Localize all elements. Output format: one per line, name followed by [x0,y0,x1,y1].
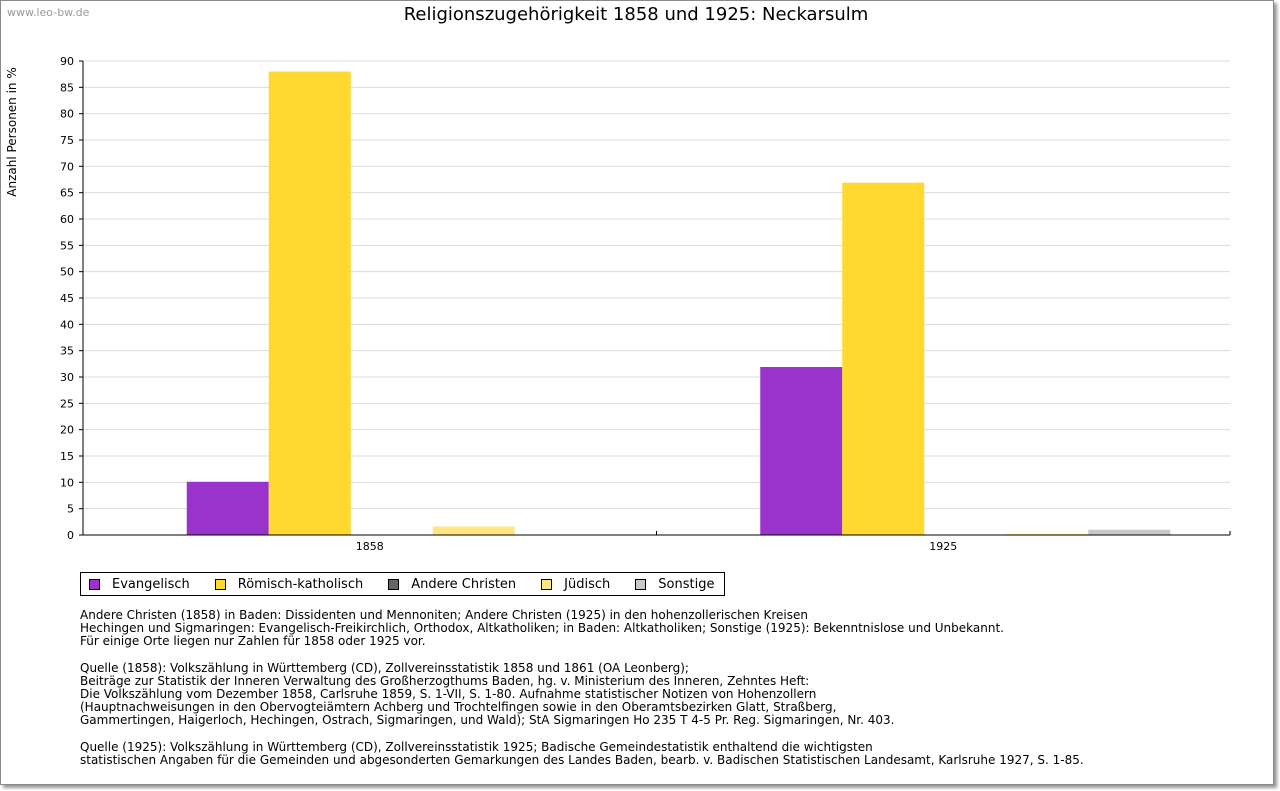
legend-item: Sonstige [635,577,714,592]
legend-swatch [214,578,226,590]
y-tick-label: 70 [60,160,74,173]
footnotes: Andere Christen (1858) in Baden: Disside… [80,608,1084,767]
footnote-line: Quelle (1925): Volkszählung in Württembe… [80,739,873,754]
legend-item: Römisch-katholisch [214,576,364,592]
footnote-line: Hechingen und Sigmaringen: Evangelisch-F… [80,621,1004,636]
footnote-line: Für einige Orte liegen nur Zahlen für 18… [80,634,426,649]
footnote-line: Gammertingen, Haigerloch, Hechingen, Ost… [80,713,895,728]
y-tick-label: 85 [60,81,74,94]
bar-1858-evangelisch [186,481,269,535]
y-tick-label: 90 [60,55,74,68]
footnote-line: Quelle (1858): Volkszählung in Württembe… [80,660,689,675]
y-tick-label: 30 [60,371,74,384]
footnote-line: Andere Christen (1858) in Baden: Disside… [80,608,808,622]
y-tick-label: 80 [60,108,74,121]
bar-chart: 0 5 10 15 20 25 30 35 40 45 50 55 60 65 70 75 80 85 90 185… [5,55,1231,553]
legend-swatch [541,578,553,590]
legend-swatch [89,578,100,590]
legend: Evangelisch Römisch-katholisch Andere Chri… [80,572,726,596]
y-tick-labels: 0 5 10 15 20 25 30 35 40 45 50 55 60 65 70 75 80 85 90 [60,55,74,542]
y-tick-label: 50 [60,266,74,279]
y-tick-label: 5 [67,503,74,516]
footnote-line: (Hauptnachweisungen in den Obervogteiämt… [80,700,837,715]
axes [82,61,1231,536]
y-tick-label: 20 [60,424,74,437]
legend-label: Römisch-katholisch [237,576,364,592]
y-axis-label: Anzahl Personen in % [5,67,19,197]
y-tick-label: 60 [60,213,74,226]
legend-label: Jüdisch [564,576,611,592]
bar-1925-sonstige [1088,529,1171,535]
footnote-line: Die Volkszählung vom Dezember 1858, Carl… [80,687,817,702]
bar-1925-j-disch [1006,533,1089,535]
chart-title: Religionszugehörigkeit 1858 und 1925: Ne… [403,4,869,25]
legend-item: Evangelisch [89,577,190,592]
y-tick-label: 75 [60,134,74,147]
paragraph-gap [80,649,1084,662]
legend-label: Andere Christen [411,576,517,592]
legend-item: Andere Christen [388,577,516,592]
x-tick-label: 1858 [356,540,384,553]
legend-swatch [388,578,400,590]
bars [186,71,1171,536]
x-tick-labels: 1858 1925 [356,540,958,553]
footnote-line: Beiträge zur Statistik der Inneren Verwa… [80,673,810,688]
bar-1925-r-misch-katholisch [842,182,925,535]
y-tick-label: 55 [60,239,74,252]
y-tick-label: 40 [60,318,74,331]
legend-label: Sonstige [658,576,715,592]
y-tick-label: 35 [60,345,74,358]
y-tick-label: 65 [60,187,74,200]
y-tick-label: 45 [60,292,74,305]
bar-1858-j-disch [432,526,515,535]
gridlines [79,60,1230,536]
x-tick-label: 1925 [929,540,957,553]
paragraph-gap [80,728,1084,741]
legend-swatch [635,578,647,590]
footnote-line: statistischen Angaben für die Gemeinden … [80,752,1084,767]
legend-label: Evangelisch [112,576,190,592]
bar-1858-r-misch-katholisch [268,71,351,536]
y-tick-label: 10 [60,476,74,489]
y-tick-label: 0 [67,529,74,542]
bar-1925-evangelisch [760,366,843,535]
y-tick-label: 25 [60,397,74,410]
watermark: www.leo-bw.de [7,6,90,19]
y-tick-label: 15 [60,450,74,463]
legend-item: Jüdisch [541,577,610,592]
